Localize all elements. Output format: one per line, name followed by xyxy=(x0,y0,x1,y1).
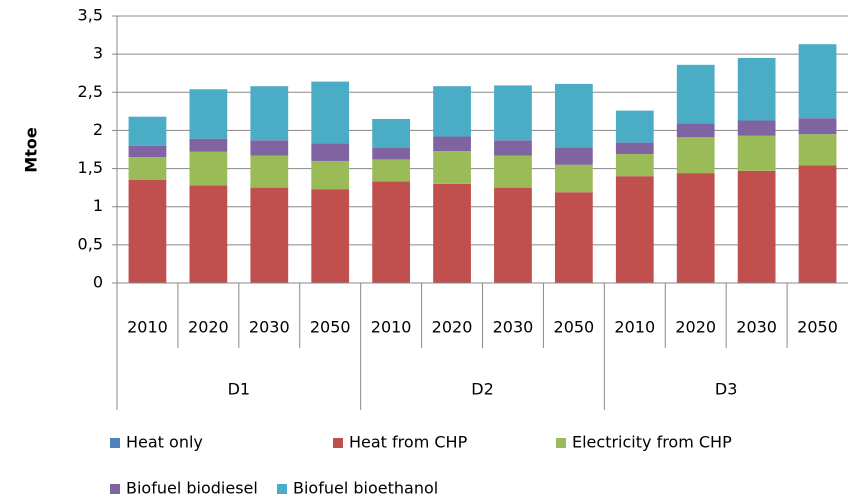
x-tick-label: 2050 xyxy=(310,318,351,337)
bar-segment xyxy=(433,183,471,283)
x-tick-label: 2050 xyxy=(554,318,595,337)
bar-segment xyxy=(737,135,776,171)
bar-segment xyxy=(372,118,411,148)
x-tick-label: 2020 xyxy=(675,318,716,337)
bar-segment xyxy=(128,116,167,146)
bar-segment xyxy=(372,147,411,160)
x-tick-label: 2010 xyxy=(371,318,412,337)
bar-segment xyxy=(311,81,350,144)
bar-segment xyxy=(311,160,350,190)
bar-segment xyxy=(494,155,532,188)
group-label: D1 xyxy=(228,380,251,399)
legend-swatch xyxy=(110,484,120,494)
bar-segment xyxy=(737,57,776,121)
bar-segment xyxy=(128,145,167,158)
bar-segment xyxy=(433,151,471,184)
y-tick-label: 0 xyxy=(93,273,103,292)
bar-segment xyxy=(615,154,654,177)
bar-segment xyxy=(615,176,654,283)
x-tick-label: 2020 xyxy=(188,318,229,337)
bar-segment xyxy=(676,173,715,283)
y-axis-title: Mtoe xyxy=(22,127,41,173)
y-tick-label: 1 xyxy=(93,196,103,215)
legend-label: Heat from CHP xyxy=(349,433,468,452)
bar-segment xyxy=(676,137,715,174)
x-tick-label: 2010 xyxy=(127,318,168,337)
bar-segment xyxy=(250,86,289,141)
bar-segment xyxy=(494,85,532,141)
bar-segment xyxy=(128,180,167,283)
bar-segment xyxy=(250,155,289,188)
x-tick-label: 2020 xyxy=(432,318,473,337)
bar-segment xyxy=(128,157,167,181)
legend-label: Heat only xyxy=(126,433,203,452)
bar-segment xyxy=(250,140,289,156)
bar-segment xyxy=(189,151,228,186)
legend-label: Biofuel biodiesel xyxy=(126,479,258,498)
legend-label: Biofuel bioethanol xyxy=(293,479,438,498)
bar-segment xyxy=(798,118,837,135)
legend-swatch xyxy=(333,438,343,448)
bar-segment xyxy=(433,86,471,137)
bar-segment xyxy=(494,140,532,156)
bar-segment xyxy=(737,170,776,283)
bar-segment xyxy=(372,159,411,182)
bar-segment xyxy=(250,187,289,283)
bar-segment xyxy=(615,142,654,155)
x-tick-label: 2010 xyxy=(614,318,655,337)
y-tick-label: 3 xyxy=(93,44,103,63)
bar-segment xyxy=(433,136,471,152)
bar-segment xyxy=(554,83,593,148)
group-label: D2 xyxy=(471,380,494,399)
legend-swatch xyxy=(277,484,287,494)
legend-swatch xyxy=(110,438,120,448)
y-tick-label: 2,5 xyxy=(78,82,103,101)
bar-segment xyxy=(554,192,593,283)
y-tick-label: 2 xyxy=(93,120,103,139)
bar-segment xyxy=(554,164,593,193)
y-tick-label: 0,5 xyxy=(78,234,103,253)
bar-segment xyxy=(676,123,715,138)
x-tick-label: 2030 xyxy=(493,318,534,337)
bar-segment xyxy=(189,89,228,139)
bar-segment xyxy=(189,138,228,152)
bar-segment xyxy=(798,165,837,283)
x-tick-label: 2030 xyxy=(736,318,777,337)
y-tick-label: 1,5 xyxy=(78,158,103,177)
bar-segment xyxy=(189,185,228,283)
bar-segment xyxy=(311,189,350,283)
bar-segment xyxy=(494,187,532,283)
bar-segment xyxy=(737,120,776,136)
legend-label: Electricity from CHP xyxy=(572,433,732,452)
bar-segment xyxy=(311,143,350,161)
x-tick-label: 2030 xyxy=(249,318,290,337)
x-tick-label: 2050 xyxy=(797,318,838,337)
legend-swatch xyxy=(556,438,566,448)
y-tick-label: 3,5 xyxy=(78,6,103,25)
bar-segment xyxy=(798,44,837,119)
bar-segment xyxy=(554,147,593,165)
bar-segment xyxy=(798,134,837,166)
bar-segment xyxy=(676,64,715,124)
group-label: D3 xyxy=(715,380,738,399)
bar-segment xyxy=(372,181,411,283)
bar-segment xyxy=(615,110,654,143)
